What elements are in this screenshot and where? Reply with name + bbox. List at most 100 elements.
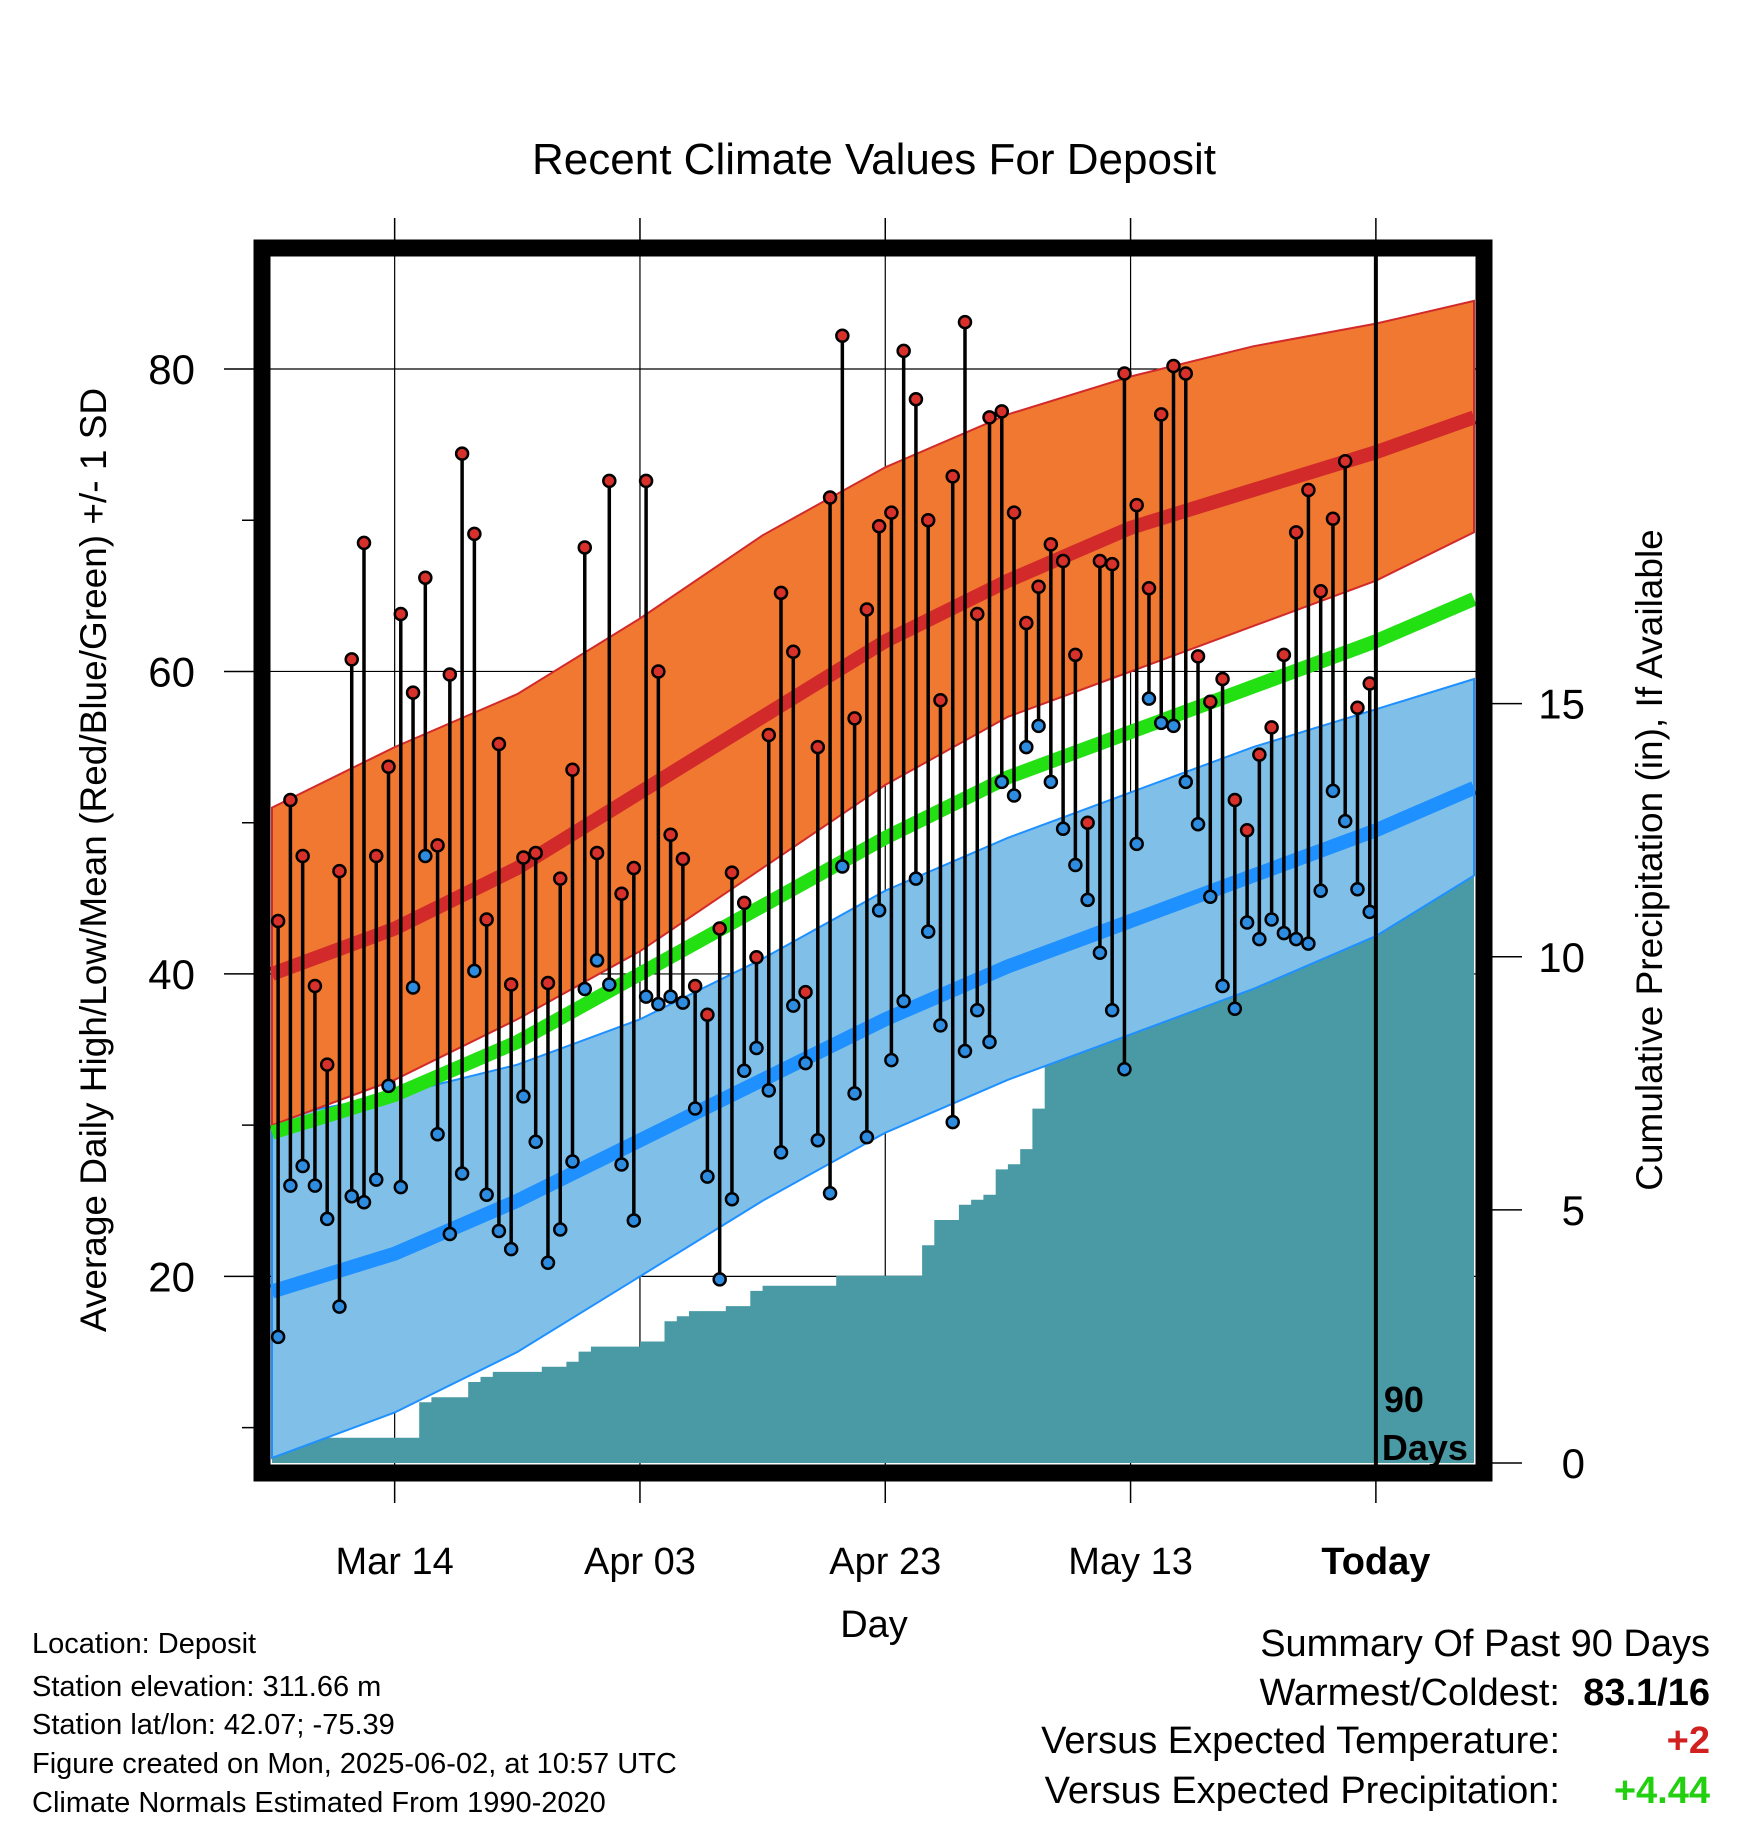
daily-high-point bbox=[1337, 453, 1353, 469]
daily-low-point bbox=[1019, 739, 1034, 755]
daily-high-point bbox=[1325, 511, 1341, 526]
daily-high-point bbox=[381, 759, 396, 774]
daily-low-point bbox=[516, 1089, 531, 1104]
daily-high-point bbox=[1104, 556, 1120, 572]
mean-line bbox=[269, 592, 1477, 1140]
daily-low-point bbox=[871, 903, 887, 918]
daily-low-point bbox=[1068, 857, 1083, 873]
daily-high-point bbox=[369, 848, 384, 864]
info-location: Location: Deposit bbox=[32, 1628, 257, 1660]
daily-low-point bbox=[1104, 1002, 1120, 1018]
y-right-tick-labels: 0 5 10 15 bbox=[1538, 681, 1585, 1487]
daily-high-point bbox=[835, 328, 850, 343]
daily-high-point bbox=[454, 446, 470, 461]
daily-high-point bbox=[945, 469, 960, 484]
daily-high-point bbox=[418, 570, 433, 585]
daily-low-point bbox=[1203, 889, 1218, 905]
daily-high-point bbox=[1166, 358, 1181, 374]
temp-label: Versus Expected Temperature: bbox=[1041, 1720, 1560, 1762]
daily-low-point bbox=[1215, 978, 1230, 994]
daily-high-point bbox=[847, 711, 862, 726]
daily-high-point bbox=[786, 644, 801, 660]
today-label-days: Days bbox=[1382, 1427, 1468, 1468]
daily-bars bbox=[270, 314, 1377, 1345]
daily-high-point bbox=[638, 473, 654, 489]
daily-low-point bbox=[810, 1133, 826, 1148]
daily-low-point bbox=[896, 993, 911, 1009]
daily-low-point bbox=[651, 996, 666, 1012]
daily-low-point bbox=[479, 1187, 494, 1202]
y-right-tick-label: 15 bbox=[1538, 681, 1585, 728]
daily-high-point bbox=[1068, 647, 1083, 663]
daily-low-point bbox=[859, 1130, 875, 1145]
daily-high-point bbox=[1141, 581, 1157, 596]
daily-low-point bbox=[822, 1185, 838, 1201]
daily-high-point bbox=[1288, 525, 1304, 540]
daily-low-point bbox=[933, 1018, 948, 1033]
daily-high-point bbox=[736, 895, 752, 911]
daily-low-point bbox=[1313, 883, 1328, 898]
daily-high-point bbox=[319, 1057, 335, 1072]
daily-high-point bbox=[1239, 823, 1255, 838]
daily-low-point bbox=[749, 1040, 764, 1056]
precip-label: Versus Expected Precipitation: bbox=[1044, 1770, 1560, 1812]
y-left-tick-label: 40 bbox=[148, 951, 195, 998]
daily-high-point bbox=[1055, 553, 1071, 569]
x-tick-label: Today bbox=[1321, 1541, 1430, 1583]
daily-high-point bbox=[1276, 647, 1292, 663]
daily-low-point bbox=[1264, 912, 1279, 927]
daily-high-point bbox=[491, 736, 507, 752]
daily-low-point bbox=[454, 1166, 470, 1181]
daily-high-point bbox=[920, 512, 936, 528]
daily-low-point bbox=[405, 980, 421, 995]
daily-low-point bbox=[1031, 718, 1046, 734]
daily-low-point bbox=[540, 1255, 556, 1271]
daily-low-point bbox=[687, 1101, 703, 1116]
daily-low-point bbox=[1043, 774, 1059, 790]
daily-high-point bbox=[602, 473, 617, 489]
daily-low-point bbox=[663, 989, 678, 1004]
y-left-tick-label: 20 bbox=[148, 1253, 195, 1300]
daily-high-point bbox=[1117, 366, 1132, 381]
summary-temperature: Versus Expected Temperature: +2 bbox=[1041, 1721, 1710, 1761]
daily-high-point bbox=[528, 845, 543, 861]
daily-high-point bbox=[724, 865, 740, 880]
daily-low-point bbox=[920, 924, 936, 939]
daily-low-point bbox=[1325, 783, 1341, 799]
daily-low-point bbox=[1092, 945, 1108, 961]
y-left-tick-labels: 20 40 60 80 bbox=[148, 346, 195, 1300]
daily-low-point bbox=[467, 963, 482, 979]
daily-low-point bbox=[552, 1222, 568, 1237]
today-label-90: 90 bbox=[1384, 1379, 1424, 1420]
daily-high-point bbox=[700, 1007, 715, 1023]
daily-low-point bbox=[700, 1169, 715, 1184]
daily-low-point bbox=[491, 1223, 507, 1239]
daily-high-point bbox=[1227, 792, 1243, 808]
x-tick-label: Apr 23 bbox=[829, 1541, 941, 1583]
daily-high-point bbox=[761, 727, 776, 743]
daily-high-point bbox=[970, 606, 985, 622]
daily-low-point bbox=[761, 1083, 776, 1098]
warmest-coldest-label: Warmest/Coldest: bbox=[1259, 1672, 1560, 1714]
daily-high-point bbox=[712, 921, 727, 936]
temp-value: +2 bbox=[1666, 1720, 1710, 1762]
daily-high-point bbox=[982, 410, 997, 425]
x-tick-labels: Mar 14 Apr 03 Apr 23 May 13 Today bbox=[336, 1541, 1431, 1583]
x-tick-label: May 13 bbox=[1068, 1541, 1193, 1583]
daily-high-point bbox=[1080, 815, 1095, 830]
daily-low-point bbox=[307, 1178, 323, 1193]
daily-high-point bbox=[577, 540, 593, 555]
daily-high-point bbox=[651, 664, 666, 679]
daily-high-point bbox=[1215, 671, 1230, 687]
daily-high-point bbox=[1129, 497, 1144, 513]
daily-high-point bbox=[1252, 747, 1267, 762]
daily-high-point bbox=[1203, 694, 1218, 709]
daily-high-point bbox=[1190, 649, 1206, 664]
daily-low-point bbox=[675, 995, 691, 1010]
daily-low-point bbox=[1141, 691, 1157, 706]
warmest-coldest-value: 83.1/16 bbox=[1560, 1673, 1710, 1713]
daily-low-point bbox=[970, 1002, 985, 1018]
daily-high-point bbox=[283, 792, 298, 808]
daily-high-point bbox=[503, 977, 519, 992]
